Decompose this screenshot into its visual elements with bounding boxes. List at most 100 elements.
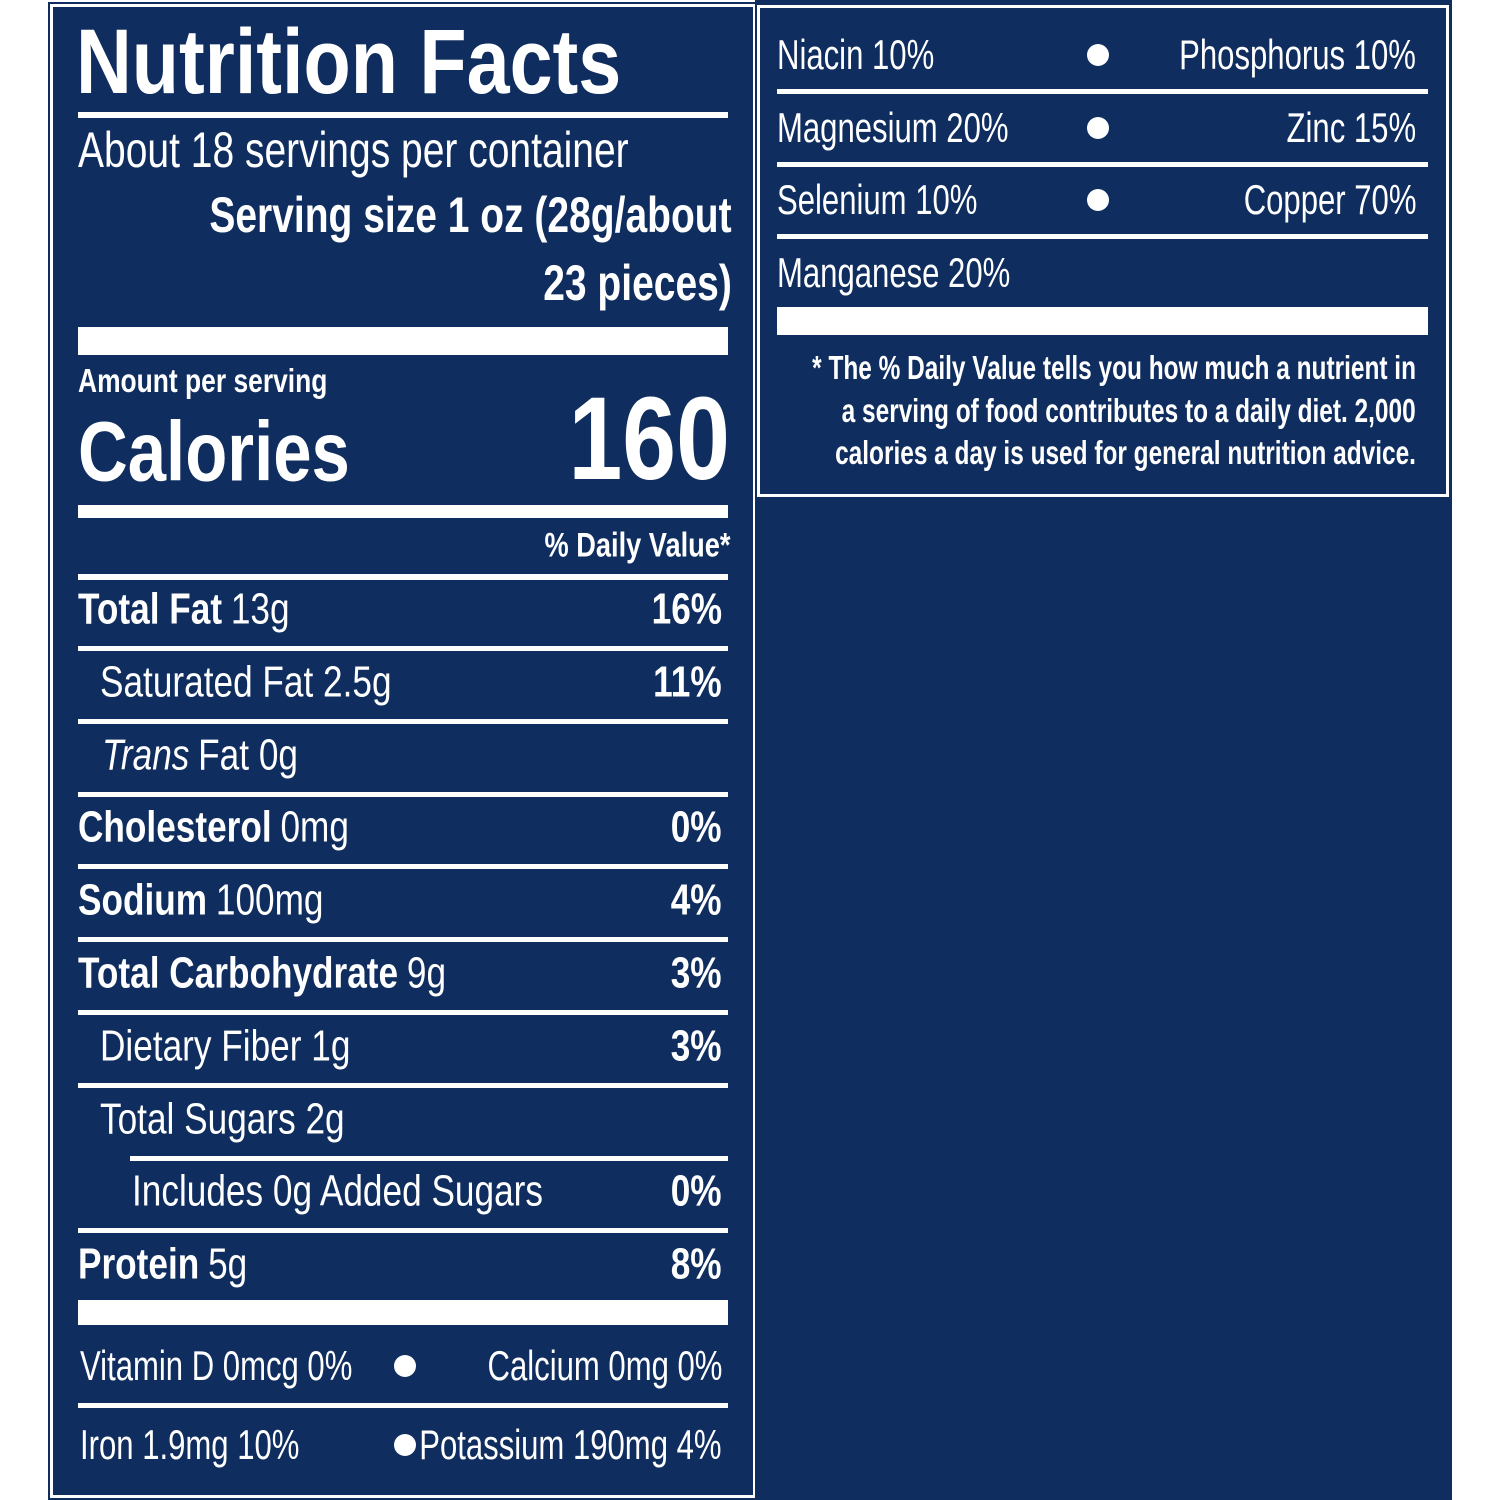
text-part: Iron 1.9mg 10% bbox=[80, 1420, 300, 1468]
rule bbox=[78, 937, 728, 943]
vitamin-right: Potassium 190mg 4% bbox=[420, 1420, 722, 1470]
vitamin-left: Vitamin D 0mcg 0% bbox=[80, 1341, 352, 1391]
rule bbox=[777, 234, 1428, 239]
nutrient-label: Cholesterol 0mg bbox=[78, 802, 349, 855]
text-part: Zinc 15% bbox=[1286, 103, 1416, 151]
text-part: Cholesterol bbox=[78, 802, 272, 852]
rule bbox=[777, 89, 1428, 94]
vitamin-left: Iron 1.9mg 10% bbox=[80, 1420, 299, 1470]
text-part: Saturated Fat 2.5g bbox=[100, 657, 392, 707]
nutrient-label: Protein 5g bbox=[78, 1239, 247, 1292]
text-part: 8% bbox=[671, 1239, 722, 1289]
text-part: Serving size 1 oz (28g/about bbox=[209, 187, 732, 243]
text-part: 100mg bbox=[215, 875, 324, 925]
text-part: 5g bbox=[208, 1239, 248, 1289]
text-part: Copper 70% bbox=[1243, 175, 1416, 223]
mineral-right: Zinc 15% bbox=[1286, 102, 1416, 152]
text-part: Vitamin D 0mcg 0% bbox=[80, 1341, 353, 1389]
nutrient-label: Total Carbohydrate 9g bbox=[78, 948, 446, 1001]
nutrient-label: Dietary Fiber 1g bbox=[100, 1020, 350, 1073]
rule bbox=[78, 1010, 728, 1015]
text-part: Amount per serving bbox=[78, 362, 328, 400]
rule bbox=[78, 718, 728, 724]
text-part: Potassium 190mg 4% bbox=[419, 1420, 722, 1468]
text-part: Calories bbox=[78, 404, 350, 499]
calories-label: Calories bbox=[78, 402, 350, 503]
bullet bbox=[394, 1355, 416, 1377]
bullet bbox=[394, 1434, 416, 1456]
title: Nutrition Facts bbox=[76, 7, 621, 117]
rule bbox=[78, 791, 728, 797]
text-part: 16% bbox=[651, 584, 722, 634]
servings: About 18 servings per container bbox=[78, 120, 629, 180]
footnote-line: calories a day is used for general nutri… bbox=[835, 433, 1416, 473]
rule bbox=[78, 864, 728, 870]
rule bbox=[78, 327, 728, 355]
nutrient-label: Saturated Fat 2.5g bbox=[100, 656, 392, 709]
nutrient-label: Trans Fat 0g bbox=[102, 729, 298, 782]
footnote-line: * The % Daily Value tells you how much a… bbox=[812, 348, 1416, 388]
text-part: 13g bbox=[230, 584, 290, 634]
text-part: Nutrition Facts bbox=[76, 10, 622, 113]
bullet bbox=[1087, 116, 1109, 139]
text-part: Sodium bbox=[78, 875, 208, 925]
text-part: Manganese 20% bbox=[777, 248, 1011, 296]
nutrient-label: Total Sugars 2g bbox=[100, 1093, 345, 1146]
left-panel bbox=[48, 2, 758, 1500]
daily-value: 16% bbox=[652, 584, 722, 637]
rule bbox=[78, 1228, 728, 1234]
nutrient-label: Total Fat 13g bbox=[78, 584, 290, 637]
text-part: Dietary Fiber 1g bbox=[100, 1021, 351, 1071]
mineral-left: Magnesium 20% bbox=[777, 102, 1008, 152]
text-part: % Daily Value* bbox=[544, 526, 730, 565]
rule bbox=[78, 1403, 728, 1408]
rule bbox=[78, 574, 728, 580]
bullet bbox=[1087, 44, 1109, 66]
dv-heading: % Daily Value* bbox=[544, 526, 730, 567]
vitamin-right: Calcium 0mg 0% bbox=[487, 1341, 722, 1391]
rule bbox=[78, 646, 728, 651]
text-part: Niacin 10% bbox=[777, 30, 935, 78]
mineral-left: Selenium 10% bbox=[777, 175, 977, 225]
text-part: 3% bbox=[671, 948, 722, 998]
text-part: Phosphorus 10% bbox=[1179, 30, 1416, 78]
daily-value: 3% bbox=[671, 1020, 722, 1073]
text-part: 0% bbox=[671, 802, 722, 852]
rule bbox=[777, 161, 1428, 167]
text-part: 11% bbox=[653, 657, 722, 707]
text-part: Includes 0g Added Sugars bbox=[132, 1166, 543, 1216]
footnote-line: a serving of food contributes to a daily… bbox=[842, 391, 1416, 431]
serving-size: 23 pieces) bbox=[543, 253, 732, 313]
text-part: Total Sugars 2g bbox=[100, 1094, 345, 1144]
text-part: Calcium 0mg 0% bbox=[487, 1341, 722, 1389]
rule bbox=[130, 1155, 728, 1161]
mineral-right: Phosphorus 10% bbox=[1179, 30, 1416, 80]
mineral-right: Copper 70% bbox=[1243, 175, 1416, 225]
nutrient-label: Includes 0g Added Sugars bbox=[132, 1166, 543, 1219]
mineral-left: Manganese 20% bbox=[777, 247, 1010, 297]
text-part: Selenium 10% bbox=[777, 175, 978, 223]
text-part: 160 bbox=[568, 373, 730, 506]
text-part: 3% bbox=[671, 1021, 722, 1071]
rule bbox=[78, 1082, 728, 1088]
serving-size: Serving size 1 oz (28g/about bbox=[210, 185, 732, 245]
text-part: 0% bbox=[671, 1166, 722, 1216]
text-part: a serving of food contributes to a daily… bbox=[842, 391, 1416, 429]
daily-value: 11% bbox=[653, 656, 722, 709]
text-part: About 18 servings per container bbox=[78, 122, 629, 178]
daily-value: 0% bbox=[671, 1166, 722, 1219]
daily-value: 0% bbox=[671, 802, 722, 855]
daily-value: 3% bbox=[671, 948, 722, 1001]
amount-per-serving: Amount per serving bbox=[78, 361, 327, 401]
nutrient-label: Sodium 100mg bbox=[78, 875, 324, 928]
calories-value: 160 bbox=[569, 369, 730, 511]
text-part: calories a day is used for general nutri… bbox=[835, 434, 1416, 472]
daily-value: 8% bbox=[671, 1239, 722, 1292]
mineral-left: Niacin 10% bbox=[777, 30, 934, 80]
text-part: 23 pieces) bbox=[543, 255, 732, 311]
text-part: Magnesium 20% bbox=[777, 103, 1009, 151]
rule bbox=[777, 307, 1428, 335]
text-part: Total Fat bbox=[78, 584, 223, 634]
text-part: Protein bbox=[78, 1239, 200, 1289]
bullet bbox=[1087, 189, 1109, 211]
